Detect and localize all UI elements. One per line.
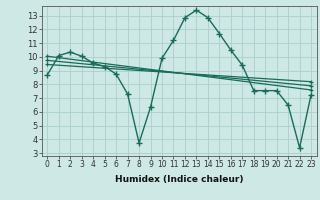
X-axis label: Humidex (Indice chaleur): Humidex (Indice chaleur)	[115, 175, 244, 184]
